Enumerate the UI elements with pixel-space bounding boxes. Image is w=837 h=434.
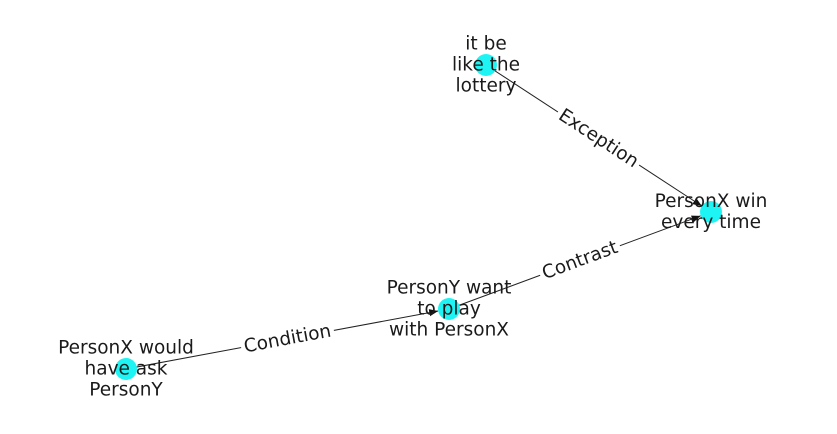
edge-label-e3: Condition [242,321,333,358]
node-n3 [438,298,460,320]
node-n1 [475,54,497,76]
edge-label-bg-e1 [551,102,646,175]
node-label-n4-line-0: PersonX would [58,338,194,359]
node-label-n4-line-1: have ask [85,359,168,380]
node-label-n1-line-0: it be [465,34,506,55]
edge-label-bg-e3 [239,319,336,359]
edge-label-bg-e2 [536,234,624,287]
node-label-n4-line-2: PersonY [89,380,163,401]
edge-label-group-e3: Condition [239,319,336,359]
node-label-n3-line-2: with PersonX [389,320,509,341]
node-label-n2-line-1: every time [661,212,761,233]
edge-label-e2: Contrast [539,237,620,284]
node-label-n1-line-1: like the [452,55,520,76]
node-n2 [700,201,722,223]
nodes-layer [115,54,722,380]
edge-label-e1: Exception [555,105,643,172]
node-label-n3-line-1: to play [417,299,481,320]
node-label-n2-line-0: PersonX win [655,191,768,212]
node-n4 [115,358,137,380]
edge-label-group-e1: Exception [551,102,646,175]
node-label-n1-line-2: lottery [456,76,517,97]
node-label-n3-line-0: PersonY want [387,278,512,299]
edge-label-group-e2: Contrast [536,234,624,287]
